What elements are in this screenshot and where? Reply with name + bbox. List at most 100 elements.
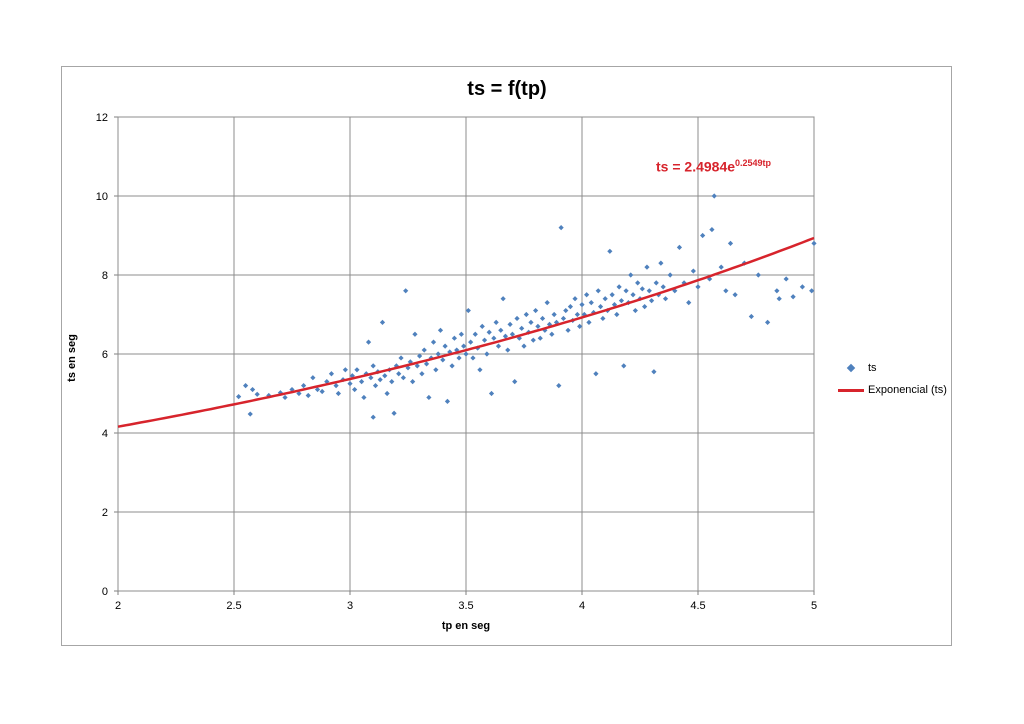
data-point xyxy=(621,363,627,369)
data-point xyxy=(486,329,492,335)
legend-marker-diamond xyxy=(838,363,864,373)
legend-item-exponencial: Exponencial (ts) xyxy=(838,379,947,401)
data-point xyxy=(628,272,634,278)
data-point xyxy=(533,307,539,314)
data-point xyxy=(630,292,636,298)
data-point xyxy=(514,315,520,322)
data-point xyxy=(458,331,464,337)
data-point xyxy=(644,264,650,270)
data-point xyxy=(468,339,474,345)
data-point xyxy=(748,313,754,320)
legend-label-ts: ts xyxy=(868,362,877,374)
data-point xyxy=(623,288,629,294)
chart-frame xyxy=(61,66,952,646)
data-point xyxy=(718,264,724,270)
data-point xyxy=(505,347,511,353)
data-point xyxy=(398,355,404,361)
data-point xyxy=(811,240,817,246)
data-point xyxy=(660,284,666,290)
data-point xyxy=(328,371,335,377)
data-point xyxy=(519,325,525,331)
data-point xyxy=(755,272,761,278)
data-point xyxy=(333,383,339,389)
data-point xyxy=(676,244,683,250)
data-point xyxy=(586,319,592,325)
data-point xyxy=(651,369,657,375)
legend-item-ts: ts xyxy=(838,357,947,379)
data-point xyxy=(500,296,506,302)
data-point xyxy=(442,343,448,349)
data-point xyxy=(368,375,374,381)
data-point xyxy=(396,371,402,377)
data-point xyxy=(277,390,283,396)
data-point xyxy=(314,386,321,393)
data-point xyxy=(607,248,613,254)
data-point xyxy=(723,288,729,294)
y-tick-label: 2 xyxy=(102,507,108,519)
data-point xyxy=(384,390,390,397)
data-point xyxy=(574,311,580,318)
data-point xyxy=(653,280,659,286)
y-tick-label: 8 xyxy=(102,270,108,282)
data-point xyxy=(553,319,560,325)
data-point xyxy=(616,284,622,290)
data-point xyxy=(389,379,395,385)
data-point xyxy=(560,315,567,322)
data-point xyxy=(414,363,420,369)
data-point xyxy=(528,319,534,325)
data-point xyxy=(370,414,376,420)
data-point xyxy=(765,319,771,325)
data-point xyxy=(776,296,782,302)
data-point xyxy=(790,294,796,300)
data-point xyxy=(565,327,571,333)
data-point xyxy=(463,351,469,357)
data-point xyxy=(451,335,457,341)
data-point xyxy=(539,315,546,322)
data-point xyxy=(296,390,302,397)
data-point xyxy=(479,323,485,329)
data-point xyxy=(493,319,499,325)
data-point xyxy=(266,392,272,399)
data-point xyxy=(642,304,648,310)
data-point xyxy=(421,347,427,353)
data-point xyxy=(352,386,358,393)
data-point xyxy=(567,304,573,310)
data-point xyxy=(498,327,504,333)
data-point xyxy=(461,343,467,349)
data-point xyxy=(544,300,550,306)
data-point xyxy=(437,327,444,333)
legend-marker-line xyxy=(838,388,864,392)
data-point xyxy=(563,307,569,314)
data-point xyxy=(470,355,476,361)
data-point xyxy=(609,292,615,298)
data-point xyxy=(347,381,353,387)
data-point xyxy=(305,392,311,399)
data-point xyxy=(433,367,439,373)
data-point xyxy=(783,276,789,282)
data-point xyxy=(359,379,365,385)
equation-prefix: ts = 2.4984e xyxy=(656,158,736,175)
data-point xyxy=(507,321,513,327)
data-point xyxy=(319,388,325,395)
data-point xyxy=(530,337,536,343)
data-point xyxy=(686,300,692,306)
y-tick-label: 4 xyxy=(102,428,108,440)
data-point xyxy=(635,280,641,286)
data-point xyxy=(662,296,669,302)
data-point xyxy=(516,335,522,341)
data-point xyxy=(412,331,418,337)
x-tick-label: 4 xyxy=(579,600,585,612)
trendline-exponential xyxy=(117,236,815,428)
data-point xyxy=(491,335,497,341)
data-point xyxy=(632,307,638,314)
data-point xyxy=(727,240,734,246)
data-point xyxy=(379,319,386,325)
data-point xyxy=(584,292,590,298)
data-point xyxy=(335,390,341,397)
data-point xyxy=(447,349,453,355)
data-point xyxy=(658,260,664,266)
y-tick-label: 12 xyxy=(96,112,108,124)
data-point xyxy=(502,333,509,339)
data-point xyxy=(377,377,383,383)
